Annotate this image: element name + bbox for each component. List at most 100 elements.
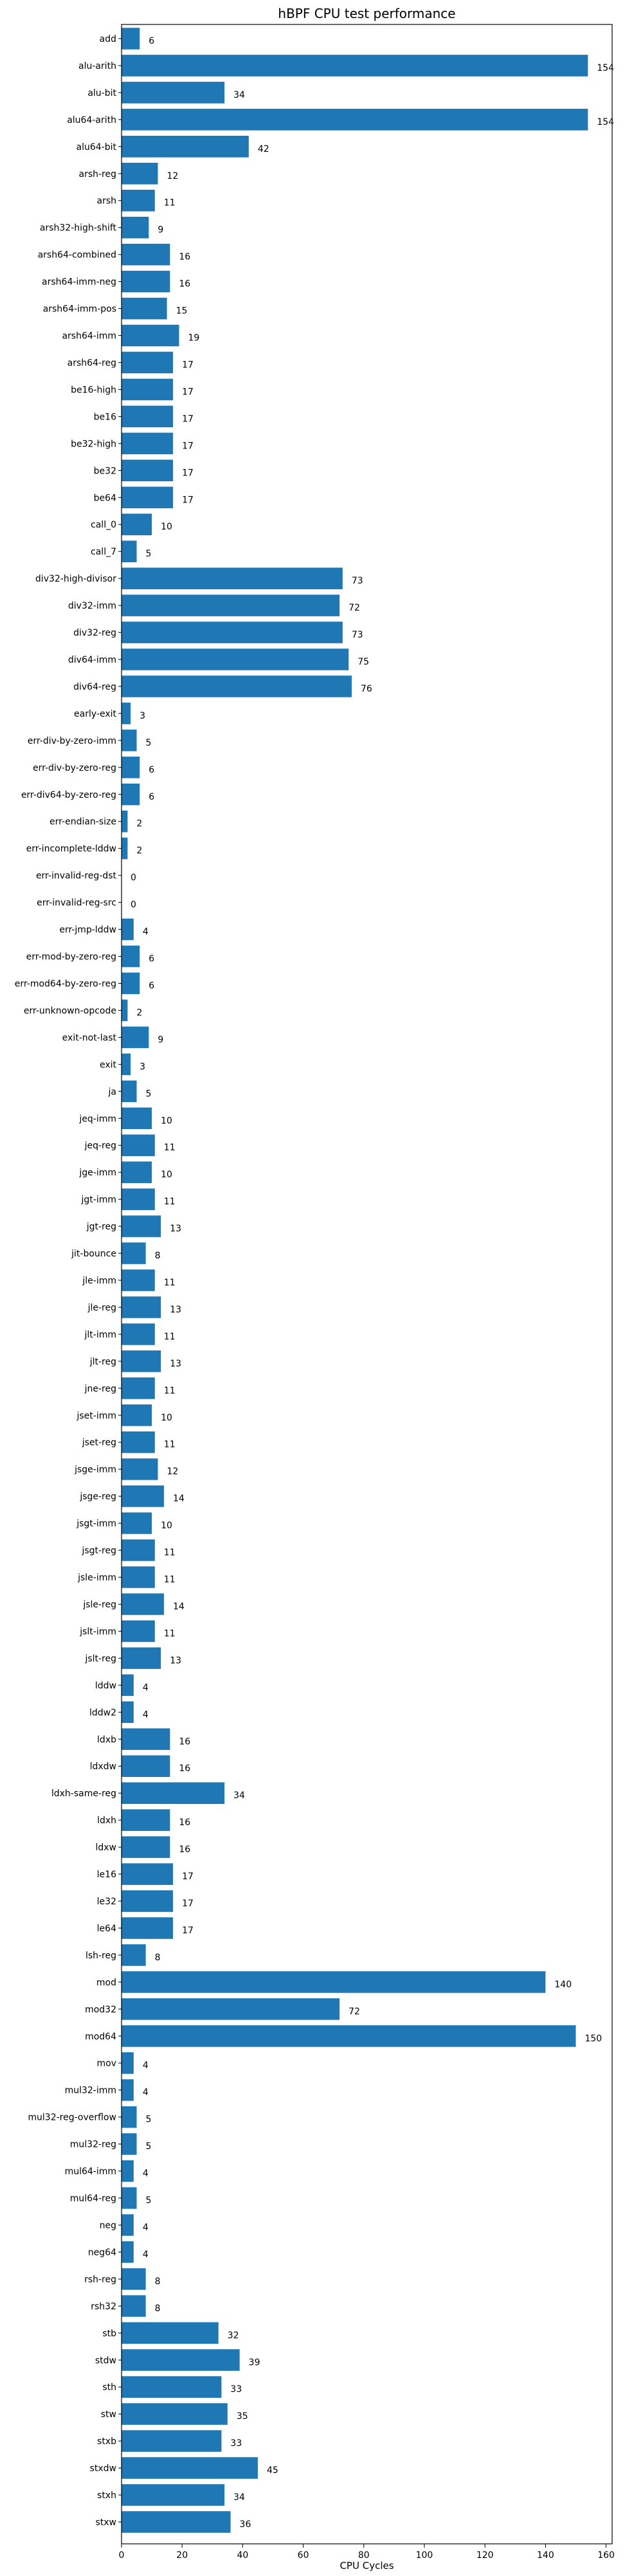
bar: [122, 351, 174, 374]
category-label: arsh64-imm-pos: [43, 304, 116, 315]
bar: [122, 1377, 155, 1399]
bar: [122, 2457, 258, 2479]
category-label: jge-imm: [78, 1168, 116, 1178]
category-label: stxb: [97, 2436, 116, 2447]
bar: [122, 486, 174, 509]
category-label: le32: [97, 1897, 116, 1907]
category-label: mul32-reg-overflow: [28, 2113, 116, 2123]
value-label: 6: [149, 765, 154, 775]
category-label: neg: [100, 2220, 116, 2231]
bar: [122, 1674, 134, 1697]
bar: [122, 1809, 170, 1831]
bar: [122, 378, 174, 401]
category-label: div64-imm: [68, 655, 116, 665]
value-label: 17: [182, 387, 194, 397]
bar: [122, 459, 174, 482]
category-label: stxw: [95, 2517, 116, 2528]
bar: [122, 1323, 155, 1345]
bar: [122, 540, 137, 562]
category-label: ldxh-same-reg: [51, 1789, 116, 1799]
bar: [122, 1026, 149, 1049]
value-label: 2: [136, 1007, 142, 1018]
bar: [122, 1593, 164, 1615]
category-label: err-incomplete-lddw: [26, 844, 116, 854]
value-label: 11: [164, 1278, 176, 1288]
bar: [122, 432, 174, 455]
value-label: 3: [140, 711, 145, 721]
category-label: le16: [97, 1870, 116, 1880]
bar: [122, 1836, 170, 1858]
category-label: call_7: [91, 547, 116, 557]
category-label: ldxh: [97, 1816, 116, 1826]
bar: [122, 163, 158, 185]
category-label: mod64: [85, 2032, 116, 2042]
category-label: stw: [101, 2409, 116, 2420]
bar: [122, 1728, 170, 1751]
category-label: arsh64-imm-neg: [42, 277, 116, 288]
category-label: jslt-imm: [79, 1626, 116, 1637]
category-label: alu64-bit: [77, 142, 117, 152]
bar: [122, 1431, 155, 1453]
value-label: 72: [349, 603, 360, 613]
value-label: 9: [158, 225, 163, 235]
category-label: err-mod-by-zero-reg: [26, 952, 116, 962]
bar: [122, 1971, 546, 1993]
bar: [122, 1701, 134, 1724]
category-label: err-jmp-lddw: [59, 925, 116, 935]
value-label: 0: [131, 900, 136, 910]
category-label: err-div64-by-zero-reg: [21, 790, 116, 800]
category-label: mul32-reg: [70, 2140, 116, 2150]
category-label: mul32-imm: [65, 2086, 116, 2096]
bar: [122, 1566, 155, 1588]
category-label: be16-high: [71, 385, 116, 395]
value-label: 39: [249, 2357, 260, 2368]
value-label: 32: [228, 2330, 239, 2341]
bar: [122, 757, 140, 778]
value-label: 17: [182, 441, 194, 451]
value-label: 14: [173, 1494, 185, 1504]
bar: [122, 1755, 170, 1777]
value-label: 11: [164, 1440, 176, 1450]
category-label: stdw: [95, 2355, 116, 2366]
value-label: 10: [161, 1116, 172, 1126]
category-label: jlt-imm: [84, 1330, 117, 1340]
category-label: call_0: [91, 520, 116, 530]
value-label: 13: [170, 1224, 181, 1234]
value-label: 5: [146, 738, 152, 748]
category-label: div64-reg: [73, 682, 116, 692]
value-label: 10: [161, 1521, 172, 1531]
bar: [122, 2052, 134, 2074]
value-label: 42: [258, 144, 269, 154]
value-label: 6: [149, 36, 154, 46]
value-label: 4: [143, 1682, 149, 1693]
bar: [122, 1215, 161, 1237]
bar: [122, 2430, 222, 2452]
value-label: 4: [143, 927, 149, 937]
value-label: 6: [149, 980, 154, 991]
value-label: 11: [164, 1548, 176, 1558]
bar: [122, 567, 343, 589]
category-label: jne-reg: [84, 1384, 116, 1394]
category-label: err-invalid-reg-src: [37, 898, 116, 908]
value-label: 9: [158, 1035, 163, 1045]
bar: [122, 270, 170, 293]
bar: [122, 189, 155, 212]
value-labels: 6154341544212119161615191717171717171057…: [131, 36, 614, 2530]
bar: [122, 1458, 158, 1480]
category-label: jsgt-reg: [81, 1546, 116, 1556]
category-label: jeq-imm: [78, 1114, 116, 1124]
value-label: 10: [161, 522, 172, 532]
category-label: err-endian-size: [50, 817, 116, 827]
bar: [122, 1134, 155, 1156]
value-label: 16: [179, 1763, 190, 1774]
bar: [122, 243, 170, 266]
value-label: 5: [146, 2115, 152, 2125]
category-label: jsge-imm: [74, 1465, 116, 1475]
value-label: 150: [584, 2034, 602, 2044]
bar: [122, 109, 588, 131]
bar: [122, 676, 352, 697]
category-label: err-unknown-opcode: [24, 1006, 116, 1016]
bar: [122, 1998, 340, 2020]
value-label: 34: [233, 1790, 245, 1801]
